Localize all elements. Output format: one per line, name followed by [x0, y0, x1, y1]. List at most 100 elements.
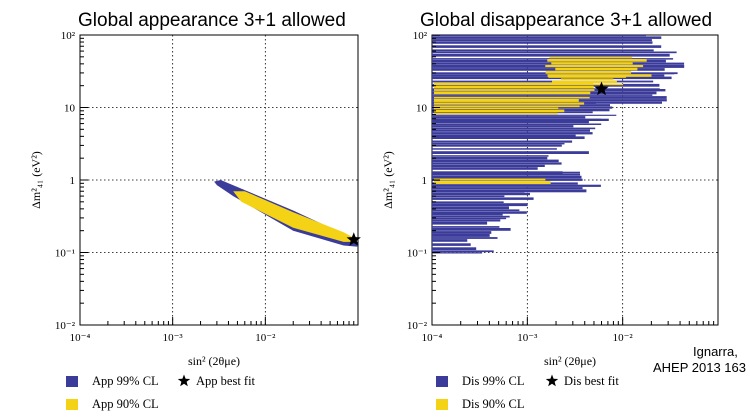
dis-99cl-streak — [432, 234, 490, 237]
dis-90cl-streak — [552, 80, 617, 84]
disappearance-panel: Global disappearance 3+1 allowed 10⁻⁴ 10⁻³… — [381, 10, 719, 411]
dis-99cl-streak — [432, 162, 562, 165]
dis-99cl-streak — [432, 237, 498, 239]
app-y-tick-label: 10⁻² — [55, 320, 76, 332]
dis-99cl-streak — [432, 175, 582, 179]
dis-99cl-streak — [432, 39, 652, 42]
dis-90cl-streak — [548, 75, 627, 78]
dis-90cl-streak — [549, 56, 633, 59]
dis-y-tick-label: 10⁻¹ — [407, 248, 427, 260]
dis-90cl-streak — [545, 65, 644, 68]
dis-99cl-streak — [432, 247, 477, 251]
dis-99cl-streak — [432, 136, 585, 139]
dis-99cl-streak — [432, 189, 587, 193]
dis-99cl-streak — [432, 76, 672, 80]
dis-90cl-streak — [434, 91, 591, 95]
dis-99cl-streak — [432, 206, 509, 210]
dis-90cl-streak — [434, 96, 590, 99]
dis-legend-swatch — [436, 399, 448, 410]
dis-99cl-streak — [432, 68, 665, 71]
dis-99cl-streak — [432, 116, 586, 119]
dis-99cl-streak — [432, 211, 527, 214]
app-legend-label: App best fit — [196, 374, 256, 388]
dis-99cl-streak — [432, 144, 562, 147]
dis-99cl-streak — [432, 129, 590, 132]
dis-99cl-streak — [432, 197, 534, 200]
dis-99cl-streak — [432, 239, 468, 242]
dis-99cl-streak — [432, 228, 511, 231]
dis-legend-label: Dis 90% CL — [462, 397, 525, 411]
dis-90cl-streak — [434, 105, 580, 108]
app-tick-marks — [79, 34, 355, 326]
dis-90cl-streak — [434, 109, 565, 113]
app-y-tick-label: 10² — [61, 30, 76, 42]
dis-99cl-streak — [432, 111, 593, 114]
dis-confidence-regions — [432, 35, 685, 254]
dis-x-tick-label: 10⁻³ — [517, 332, 538, 344]
dis-99cl-streak — [432, 191, 525, 193]
dis-99cl-streak — [432, 120, 589, 124]
dis-legend: Dis 99% CL Dis best fit Dis 90% CL — [436, 374, 619, 411]
dis-99cl-streak — [432, 164, 545, 167]
dis-99cl-streak — [432, 217, 507, 220]
dis-99cl-streak — [432, 159, 559, 163]
dis-99cl-streak — [432, 195, 505, 198]
dis-90cl-streak — [434, 102, 585, 105]
appearance-panel: Global appearance 3+1 allowed 10⁻⁴ 10⁻³ 10⁻… — [29, 10, 361, 411]
dis-chart-title: Global disappearance 3+1 allowed — [420, 10, 712, 31]
app-legend-label: App 99% CL — [92, 374, 159, 388]
dis-99cl-streak — [432, 252, 483, 254]
dis-99cl-streak — [432, 156, 548, 160]
dis-x-tick-label: 10⁻⁴ — [422, 332, 443, 344]
dis-99cl-streak — [432, 221, 488, 225]
dis-legend-star-icon — [545, 374, 559, 387]
dis-99cl-streak — [432, 209, 520, 212]
app-legend-swatch — [66, 399, 78, 410]
app-90cl-region — [233, 191, 354, 242]
dis-99cl-streak — [432, 80, 654, 83]
dis-99cl-streak — [432, 215, 510, 218]
dis-99cl-streak — [432, 219, 501, 222]
dis-99cl-streak — [432, 104, 610, 107]
dis-99cl-streak — [432, 187, 583, 190]
dis-99cl-streak — [432, 123, 602, 125]
app-legend: App 99% CL App best fit App 90% CL — [66, 374, 256, 411]
credit-author: Ignarra, — [693, 344, 738, 359]
credit-reference: AHEP 2013 163 — [653, 360, 746, 375]
app-y-tick-label: 10⁻¹ — [55, 248, 75, 260]
dis-90cl-streak — [434, 181, 551, 184]
dis-99cl-streak — [432, 203, 528, 207]
dis-99cl-streak — [432, 134, 576, 137]
app-x-tick-label: 10⁻⁴ — [70, 332, 91, 344]
dis-90cl-streak — [434, 89, 595, 91]
dis-legend-label: Dis best fit — [564, 374, 619, 388]
dis-99cl-streak — [432, 151, 589, 154]
dis-90cl-streak — [551, 62, 633, 65]
dis-99cl-streak — [432, 192, 530, 196]
dis-x-tick-label: 10⁻² — [613, 332, 634, 344]
dis-legend-label: Dis 99% CL — [462, 374, 525, 388]
dis-90cl-streak — [561, 78, 614, 80]
dis-90cl-streak — [434, 82, 594, 86]
dis-99cl-streak — [432, 142, 565, 145]
dis-99cl-streak — [432, 226, 500, 228]
dis-99cl-streak — [432, 35, 646, 37]
dis-legend-swatch — [436, 376, 448, 387]
app-x-tick-label: 10⁻² — [255, 332, 276, 344]
app-legend-label: App 90% CL — [92, 397, 159, 411]
dis-99cl-streak — [432, 45, 662, 48]
app-x-axis-label: sin² (2θμe) — [188, 354, 240, 368]
app-y-axis-label: Δm²₄₁ (eV²) — [29, 151, 43, 209]
dis-x-axis-label: sin² (2θμe) — [544, 354, 596, 368]
app-best-fit-marker — [346, 232, 361, 246]
dis-90cl-streak — [555, 67, 638, 71]
dis-90cl-streak — [434, 112, 558, 115]
dis-99cl-streak — [432, 51, 677, 54]
dis-90cl-streak — [434, 99, 579, 102]
dis-y-tick-label: 10 — [416, 103, 428, 115]
dis-99cl-streak — [432, 114, 617, 116]
dis-y-tick-label: 1 — [422, 175, 428, 187]
dis-99cl-streak — [432, 148, 557, 150]
app-legend-swatch — [66, 376, 78, 387]
